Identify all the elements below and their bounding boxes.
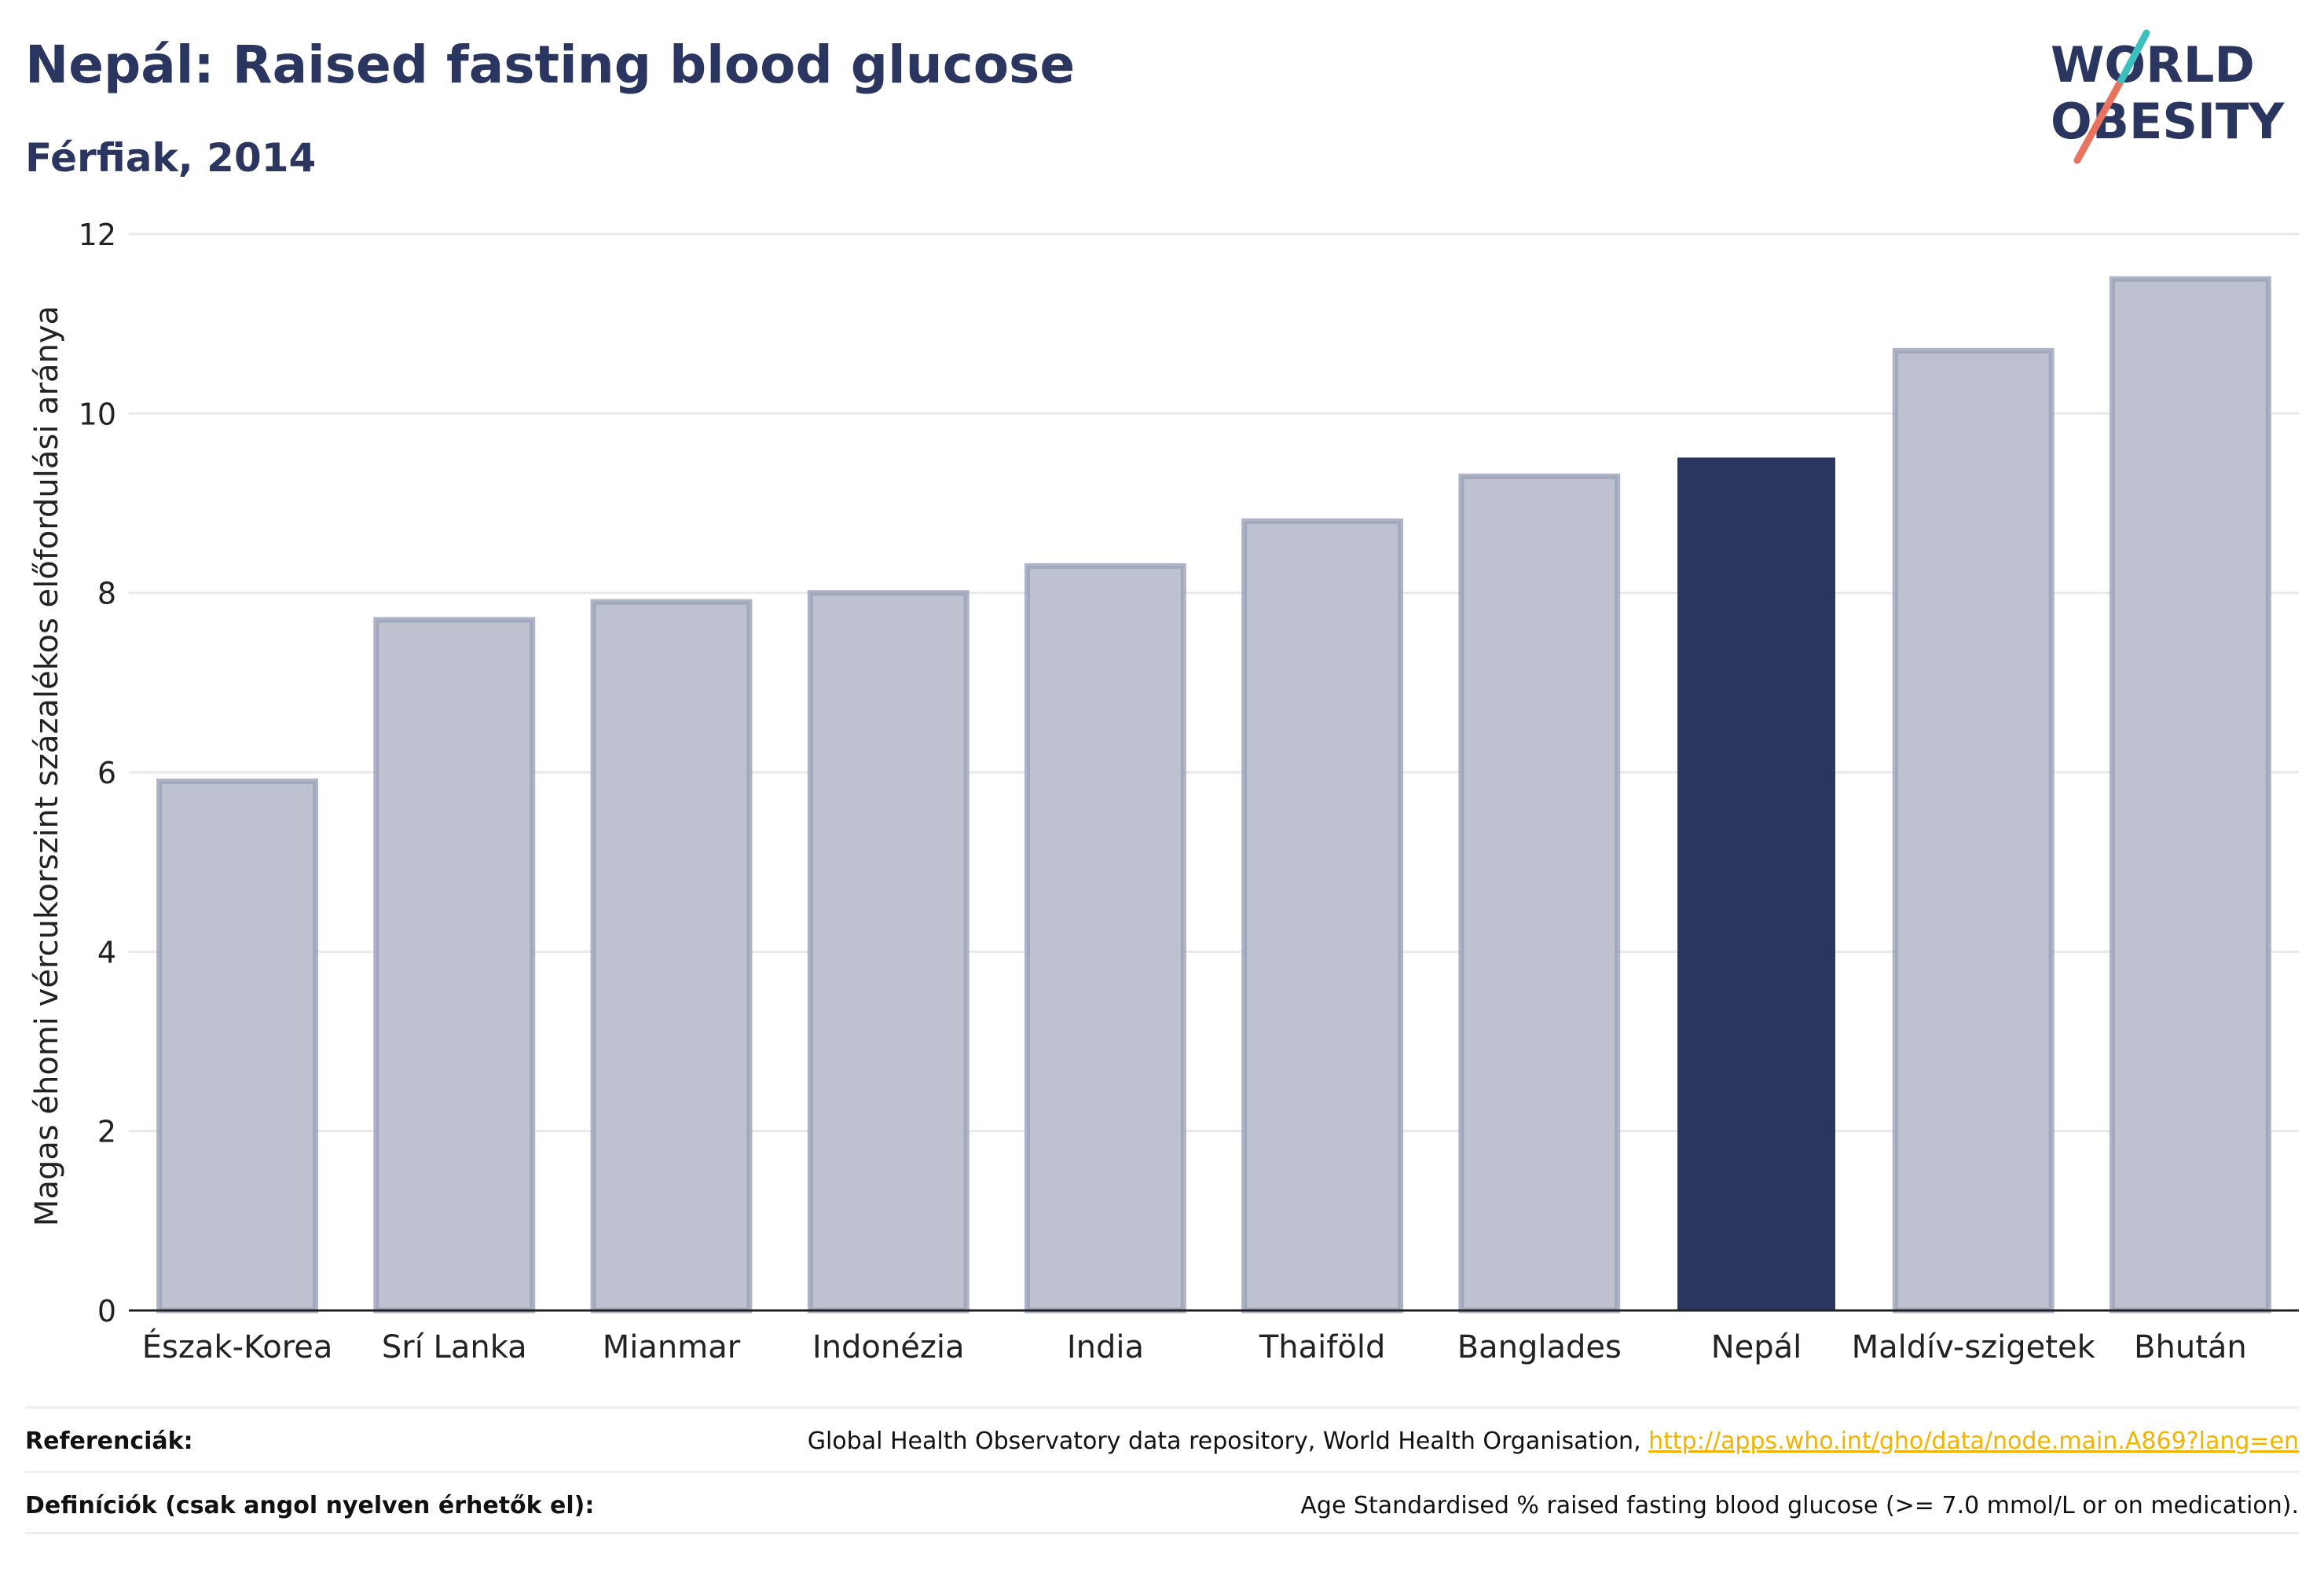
definitions-label: Definíciók (csak angol nyelven érhetők e… (25, 1491, 595, 1519)
bar-chart: 0 2 4 6 8 10 12 Észak-Korea Srí Lanka Mianmar Ind… (79, 218, 2299, 1365)
x-tick-label: Észak-Korea (142, 1328, 333, 1365)
bars (156, 276, 2271, 1314)
y-tick-label: 6 (97, 756, 116, 790)
world-obesity-logo: WORLD OBESITY (2051, 29, 2285, 164)
x-tick-label: Indonézia (812, 1329, 965, 1365)
references-label: Referenciák: (25, 1427, 193, 1455)
bar-10 (2109, 276, 2271, 1314)
bar-4 (807, 590, 970, 1314)
y-tick-label: 2 (97, 1115, 116, 1149)
references-text: Global Health Observatory data repositor… (807, 1427, 1649, 1455)
y-tick-label: 0 (97, 1294, 116, 1329)
x-tick-label: Thaiföld (1259, 1329, 1385, 1365)
x-tick-label: Bhután (2134, 1329, 2247, 1365)
y-tick-label: 10 (79, 397, 116, 431)
x-tick-label: Banglades (1457, 1329, 1622, 1365)
bar-9 (1892, 347, 2055, 1314)
x-tick-label: India (1067, 1329, 1144, 1365)
x-tick-labels: Észak-Korea Srí Lanka Mianmar Indonézia Indi… (142, 1328, 2247, 1365)
footer-references: Referenciák: Global Health Observatory d… (25, 1406, 2299, 1473)
bar-1 (156, 778, 319, 1314)
x-tick-label: Mianmar (603, 1329, 741, 1365)
bar-3 (590, 599, 753, 1314)
y-tick-label: 12 (79, 218, 116, 252)
y-tick-labels: 0 2 4 6 8 10 12 (79, 218, 116, 1329)
x-tick-label: Maldív-szigetek (1852, 1329, 2096, 1365)
footer-divider (25, 1532, 2299, 1534)
bar-7 (1458, 473, 1621, 1314)
bar-8 (1677, 457, 1835, 1312)
chart-subtitle: Férfiak, 2014 (25, 135, 317, 181)
x-tick-label: Nepál (1711, 1329, 1802, 1365)
bar-2 (373, 617, 536, 1314)
definitions-text: Age Standardised % raised fasting blood … (1300, 1491, 2299, 1519)
x-tick-label: Srí Lanka (382, 1329, 527, 1365)
references-link[interactable]: http://apps.who.int/gho/data/node.main.A… (1648, 1427, 2299, 1455)
svg-text:WORLD: WORLD (2051, 36, 2255, 93)
y-tick-label: 4 (97, 935, 116, 969)
chart-title: Nepál: Raised fasting blood glucose (25, 35, 1076, 95)
references-value: Global Health Observatory data repositor… (808, 1428, 2299, 1455)
bar-6 (1241, 518, 1404, 1314)
footer-definitions: Definíciók (csak angol nyelven érhetők e… (25, 1471, 2299, 1538)
bar-5 (1024, 563, 1186, 1314)
y-tick-label: 8 (97, 577, 116, 611)
